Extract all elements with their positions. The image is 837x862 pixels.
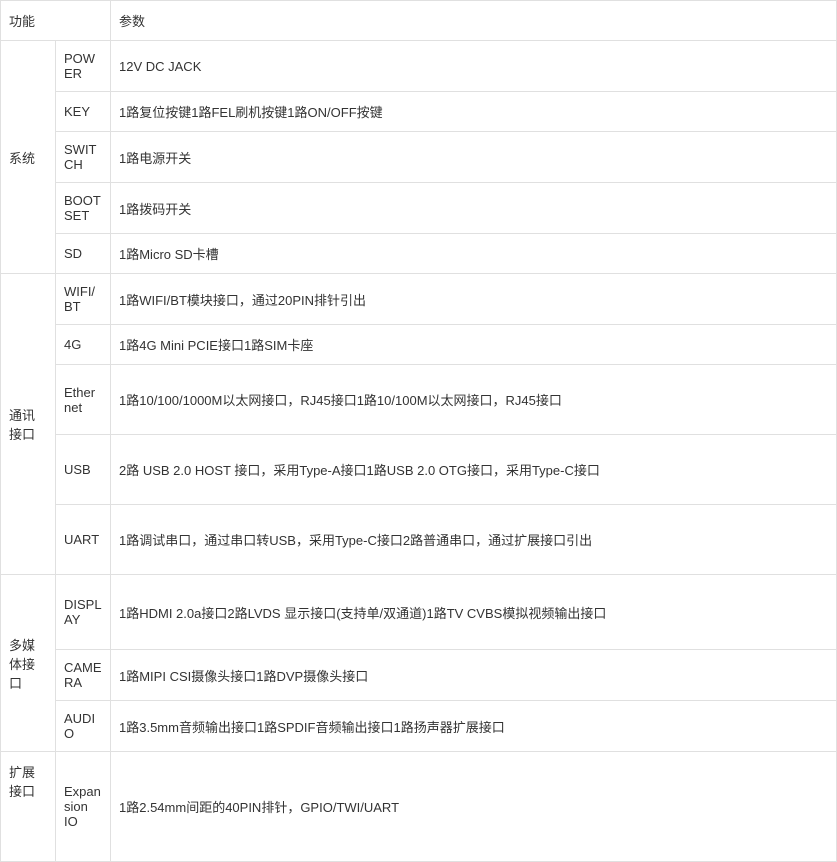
row-label: POWER: [56, 41, 111, 92]
row-value: 1路电源开关: [111, 132, 837, 183]
table-row: 扩展接口 Expansion IO 1路2.54mm间距的40PIN排针，GPI…: [1, 752, 837, 862]
table-row: Ethernet 1路10/100/1000M以太网接口，RJ45接口1路10/…: [1, 365, 837, 435]
row-value: 1路2.54mm间距的40PIN排针，GPIO/TWI/UART: [111, 752, 837, 862]
header-parameter: 参数: [111, 1, 837, 41]
category-communication: 通讯接口: [1, 274, 56, 575]
row-label: Expansion IO: [56, 752, 111, 862]
row-label: 4G: [56, 325, 111, 365]
row-label: AUDIO: [56, 701, 111, 752]
row-value: 2路 USB 2.0 HOST 接口，采用Type-A接口1路USB 2.0 O…: [111, 435, 837, 505]
table-row: CAMERA 1路MIPI CSI摄像头接口1路DVP摄像头接口: [1, 650, 837, 701]
row-label: WIFI/BT: [56, 274, 111, 325]
row-value: 1路复位按键1路FEL刷机按键1路ON/OFF按键: [111, 92, 837, 132]
table-row: 通讯接口 WIFI/BT 1路WIFI/BT模块接口，通过20PIN排针引出: [1, 274, 837, 325]
row-value: 1路WIFI/BT模块接口，通过20PIN排针引出: [111, 274, 837, 325]
table-row: SD 1路Micro SD卡槽: [1, 234, 837, 274]
table-row: KEY 1路复位按键1路FEL刷机按键1路ON/OFF按键: [1, 92, 837, 132]
row-label: CAMERA: [56, 650, 111, 701]
row-value: 1路10/100/1000M以太网接口，RJ45接口1路10/100M以太网接口…: [111, 365, 837, 435]
row-value: 12V DC JACK: [111, 41, 837, 92]
table-row: 多媒体接口 DISPLAY 1路HDMI 2.0a接口2路LVDS 显示接口(支…: [1, 575, 837, 650]
category-multimedia: 多媒体接口: [1, 575, 56, 752]
spec-table: 功能 参数 系统 POWER 12V DC JACK KEY 1路复位按键1路F…: [0, 0, 837, 862]
row-label: SWITCH: [56, 132, 111, 183]
row-value: 1路4G Mini PCIE接口1路SIM卡座: [111, 325, 837, 365]
table-row: USB 2路 USB 2.0 HOST 接口，采用Type-A接口1路USB 2…: [1, 435, 837, 505]
row-value: 1路MIPI CSI摄像头接口1路DVP摄像头接口: [111, 650, 837, 701]
header-function: 功能: [1, 1, 111, 41]
table-row: AUDIO 1路3.5mm音频输出接口1路SPDIF音频输出接口1路扬声器扩展接…: [1, 701, 837, 752]
row-value: 1路HDMI 2.0a接口2路LVDS 显示接口(支持单/双通道)1路TV CV…: [111, 575, 837, 650]
row-label: SD: [56, 234, 111, 274]
table-header-row: 功能 参数: [1, 1, 837, 41]
row-label: Ethernet: [56, 365, 111, 435]
row-label: DISPLAY: [56, 575, 111, 650]
row-value: 1路调试串口，通过串口转USB，采用Type-C接口2路普通串口，通过扩展接口引…: [111, 505, 837, 575]
row-label: BOOT SET: [56, 183, 111, 234]
table-row: 4G 1路4G Mini PCIE接口1路SIM卡座: [1, 325, 837, 365]
row-value: 1路拨码开关: [111, 183, 837, 234]
table-row: SWITCH 1路电源开关: [1, 132, 837, 183]
row-label: UART: [56, 505, 111, 575]
row-label: USB: [56, 435, 111, 505]
category-expansion: 扩展接口: [1, 752, 56, 862]
table-row: UART 1路调试串口，通过串口转USB，采用Type-C接口2路普通串口，通过…: [1, 505, 837, 575]
row-label: KEY: [56, 92, 111, 132]
table-row: BOOT SET 1路拨码开关: [1, 183, 837, 234]
row-value: 1路Micro SD卡槽: [111, 234, 837, 274]
table-row: 系统 POWER 12V DC JACK: [1, 41, 837, 92]
category-system: 系统: [1, 41, 56, 274]
row-value: 1路3.5mm音频输出接口1路SPDIF音频输出接口1路扬声器扩展接口: [111, 701, 837, 752]
